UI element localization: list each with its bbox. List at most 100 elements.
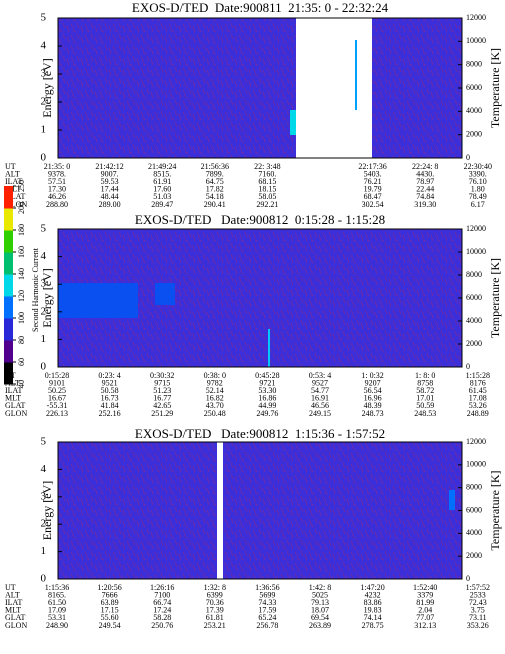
y2-tick-label: 8000 bbox=[466, 59, 482, 68]
colorbar-label: Second Harmonic Current bbox=[31, 247, 40, 332]
table-cell: 0:53: 4 bbox=[309, 371, 331, 380]
y2-tick-label: 4000 bbox=[466, 528, 482, 537]
table-cell: 1:36:56 bbox=[255, 583, 279, 592]
table-cell: 7160. bbox=[258, 169, 276, 178]
y2-tick-label: 10000 bbox=[466, 247, 486, 256]
table-cell: 21:42:12 bbox=[95, 162, 123, 171]
table-cell: 50.59 bbox=[416, 401, 434, 410]
table-cell: 46.26 bbox=[48, 192, 66, 201]
table-cell: 8515. bbox=[153, 169, 171, 178]
table-cell: 72.43 bbox=[469, 598, 487, 607]
table-cell: 2.04 bbox=[418, 606, 432, 615]
table-cell: 54.18 bbox=[206, 192, 224, 201]
table-cell: 16.91 bbox=[311, 394, 329, 403]
table-cell: 8758 bbox=[417, 378, 433, 387]
row-label: UT bbox=[5, 162, 16, 171]
spectrogram-feature bbox=[449, 490, 455, 510]
table-cell: 1:52:40 bbox=[413, 583, 437, 592]
colorbar-tick-label: 40 bbox=[17, 380, 26, 388]
table-cell: 248.53 bbox=[414, 409, 436, 418]
table-cell: 9782 bbox=[207, 378, 223, 387]
y-tick-label: 3 bbox=[41, 68, 47, 80]
table-cell: 19.79 bbox=[364, 185, 382, 194]
row-label: ILAT bbox=[5, 177, 22, 186]
table-cell: 22:17:36 bbox=[358, 162, 386, 171]
colorbar-segment bbox=[4, 274, 13, 297]
table-cell: 1:42: 8 bbox=[309, 583, 331, 592]
panel: EXOS-D/TED Date:900811 21:35: 0 - 22:32:… bbox=[5, 0, 502, 209]
table-cell: 64.75 bbox=[206, 177, 224, 186]
table-cell: 1:15:28 bbox=[466, 371, 490, 380]
table-cell: 16.73 bbox=[101, 394, 119, 403]
y-tick-label: 1 bbox=[41, 333, 47, 345]
colorbar-tick-label: 80 bbox=[17, 336, 26, 344]
y2-tick-label: 2000 bbox=[466, 339, 482, 348]
table-cell: 68.47 bbox=[364, 192, 382, 201]
y-axis-label: Energy [eV] bbox=[40, 481, 54, 540]
table-cell: 312.13 bbox=[414, 621, 436, 630]
table-cell: 83.86 bbox=[364, 598, 382, 607]
table-cell: 18.07 bbox=[311, 606, 329, 615]
table-cell: 9378. bbox=[48, 169, 66, 178]
table-cell: 250.48 bbox=[204, 409, 226, 418]
table-cell: 1.80 bbox=[471, 185, 485, 194]
table-cell: 61.91 bbox=[153, 177, 171, 186]
table-cell: 19.83 bbox=[364, 606, 382, 615]
table-cell: 7666 bbox=[102, 590, 118, 599]
y-tick-label: 0 bbox=[41, 361, 47, 373]
table-cell: 50.58 bbox=[101, 386, 119, 395]
table-cell: 69.54 bbox=[311, 613, 329, 622]
table-cell: 9101 bbox=[49, 378, 65, 387]
table-cell: 9207 bbox=[365, 378, 381, 387]
table-cell: 256.78 bbox=[256, 621, 278, 630]
colorbar-segment bbox=[4, 340, 13, 363]
table-cell: 4430. bbox=[416, 169, 434, 178]
table-cell: 74.84 bbox=[416, 192, 434, 201]
table-cell: 248.73 bbox=[362, 409, 384, 418]
y-axis-label: Energy [eV] bbox=[40, 58, 54, 117]
colorbar-segment bbox=[4, 230, 13, 253]
table-cell: 68.15 bbox=[258, 177, 276, 186]
colorbar-tick-label: 100 bbox=[17, 312, 26, 324]
row-label: GLON bbox=[5, 200, 27, 209]
colorbar-tick-label: 120 bbox=[17, 290, 26, 302]
table-cell: 52.14 bbox=[206, 386, 224, 395]
table-cell: 81.99 bbox=[416, 598, 434, 607]
colorbar-segment bbox=[4, 318, 13, 341]
table-cell: 7899. bbox=[206, 169, 224, 178]
table-cell: 263.89 bbox=[309, 621, 331, 630]
y-tick-label: 3 bbox=[41, 490, 47, 502]
table-cell: 17.39 bbox=[206, 606, 224, 615]
table-cell: 8165. bbox=[48, 590, 66, 599]
y-tick-label: 0 bbox=[41, 573, 47, 585]
table-cell: 74.14 bbox=[364, 613, 382, 622]
colorbar-tick-label: 160 bbox=[17, 246, 26, 258]
table-cell: 6399 bbox=[207, 590, 223, 599]
table-cell: 17.24 bbox=[153, 606, 171, 615]
table-cell: 17.44 bbox=[101, 185, 119, 194]
table-cell: 1:15:36 bbox=[45, 583, 69, 592]
table-cell: 51.23 bbox=[153, 386, 171, 395]
table-cell: 61.45 bbox=[469, 386, 487, 395]
table-cell: 1: 8: 0 bbox=[415, 371, 435, 380]
y2-tick-label: 10000 bbox=[466, 36, 486, 45]
y2-tick-label: 4000 bbox=[466, 316, 482, 325]
y-tick-label: 2 bbox=[41, 305, 47, 317]
table-cell: 319.30 bbox=[414, 200, 436, 209]
table-cell: 1:20:56 bbox=[97, 583, 121, 592]
y2-tick-label: 12000 bbox=[466, 13, 486, 22]
row-label: GLAT bbox=[5, 192, 26, 201]
row-label: MLT bbox=[5, 185, 21, 194]
y2-tick-label: 6000 bbox=[466, 293, 482, 302]
spectrogram-feature bbox=[355, 40, 357, 110]
table-cell: 22.44 bbox=[416, 185, 434, 194]
table-cell: 3.75 bbox=[471, 606, 485, 615]
table-cell: 61.50 bbox=[48, 598, 66, 607]
table-cell: 249.76 bbox=[256, 409, 278, 418]
table-cell: 0:15:28 bbox=[45, 371, 69, 380]
panel-title: EXOS-D/TED Date:900811 21:35: 0 - 22:32:… bbox=[132, 0, 389, 15]
colorbar-tick-label: 180 bbox=[17, 224, 26, 236]
table-cell: 59.53 bbox=[101, 177, 119, 186]
table-cell: 56.54 bbox=[364, 386, 382, 395]
